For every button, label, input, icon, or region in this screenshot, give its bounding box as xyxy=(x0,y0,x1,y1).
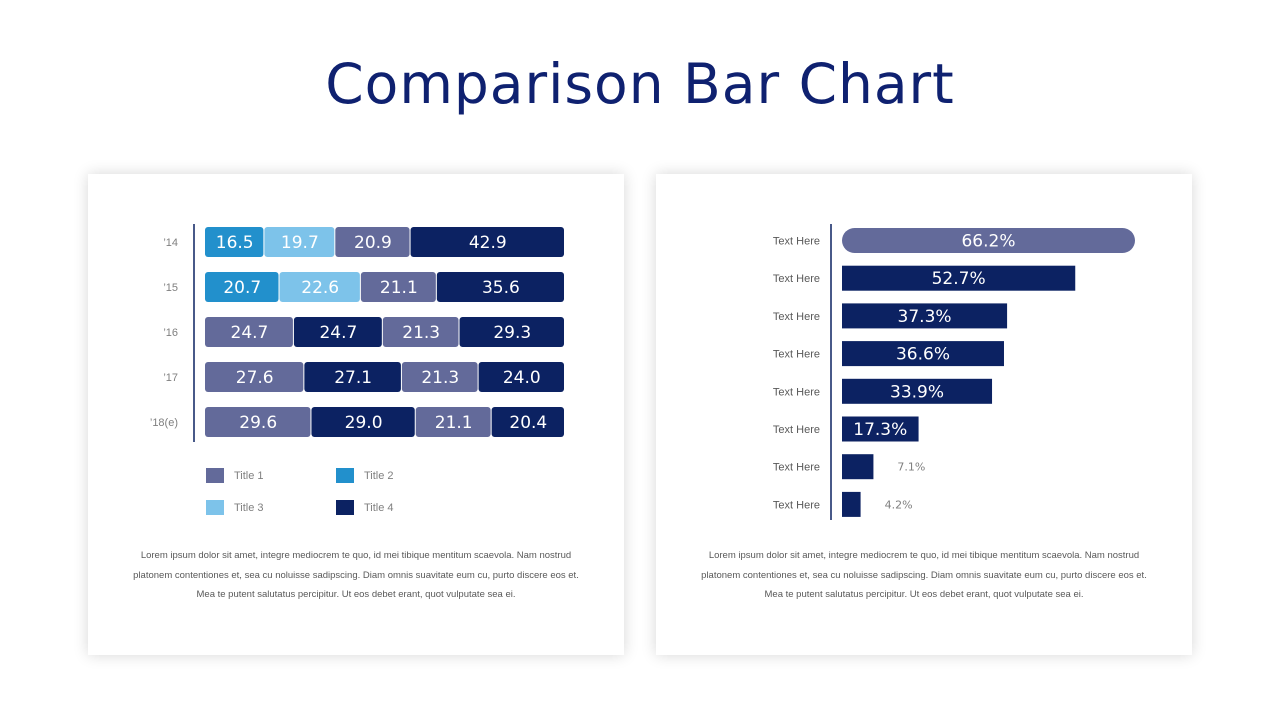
data-label: 20.4 xyxy=(509,413,547,433)
data-label: 4.2% xyxy=(885,498,913,511)
category-label: ’15 xyxy=(163,282,178,294)
bar-segment xyxy=(459,317,564,347)
legend-swatch-title-4 xyxy=(336,500,354,515)
data-label: 7.1% xyxy=(897,461,925,474)
ranking-bar-card: Text Here 66.2% Text Here 52.7% Text Here 37.… xyxy=(656,174,1192,655)
category-label: Text Here xyxy=(773,499,820,511)
data-label: 24.7 xyxy=(231,323,269,343)
data-label: 29.3 xyxy=(493,323,531,343)
bar-segment xyxy=(205,272,279,302)
bar-segment xyxy=(415,407,491,437)
legend-swatch-title-3 xyxy=(206,500,224,515)
ranking-bar-chart: Text Here 66.2% Text Here 52.7% Text Here 37.… xyxy=(773,224,1135,520)
bar-segment xyxy=(311,407,415,437)
bar-segment xyxy=(205,227,264,257)
category-label: ’18(e) xyxy=(150,417,178,429)
data-label: 17.3% xyxy=(853,420,907,440)
data-label: 20.7 xyxy=(223,278,261,298)
bar xyxy=(842,341,1004,367)
stacked-bar-card: ’14 16.5 19.7 20.9 42.9 ’15 20.7 22.6 21.1 35.6 ’1… xyxy=(88,174,624,655)
bar-segment xyxy=(382,317,459,347)
data-label: 29.6 xyxy=(239,413,277,433)
description-text-left: Lorem ipsum dolor sit amet, integre medi… xyxy=(133,550,579,600)
category-label: ’16 xyxy=(163,327,178,339)
category-label: Text Here xyxy=(773,311,820,323)
data-label: 24.7 xyxy=(319,323,357,343)
legend-label-title-2: Title 2 xyxy=(364,469,394,482)
bar xyxy=(842,265,1076,291)
legend-label-title-3: Title 3 xyxy=(234,501,264,514)
bar-segment xyxy=(335,227,410,257)
bar-segment xyxy=(478,362,564,392)
bar-segment xyxy=(205,362,304,392)
data-label: 36.6% xyxy=(896,345,950,365)
legend-swatch-title-2 xyxy=(336,468,354,483)
data-label: 27.1 xyxy=(334,368,372,388)
bar-segment xyxy=(293,317,382,347)
bar xyxy=(842,378,993,404)
data-label: 21.3 xyxy=(402,323,440,343)
bar-segment xyxy=(304,362,401,392)
category-label: Text Here xyxy=(773,349,820,361)
data-label: 29.0 xyxy=(345,413,383,433)
data-label: 21.3 xyxy=(421,368,459,388)
stacked-bar-chart: ’14 16.5 19.7 20.9 42.9 ’15 20.7 22.6 21.1 35.6 ’1… xyxy=(150,224,564,442)
data-label: 21.1 xyxy=(380,278,418,298)
description-text-right: Lorem ipsum dolor sit amet, integre medi… xyxy=(701,550,1147,600)
bar xyxy=(842,416,919,442)
category-label: Text Here xyxy=(773,462,820,474)
legend-item-title-1: Title 1 xyxy=(206,468,264,483)
data-label: 37.3% xyxy=(898,307,952,327)
category-label: Text Here xyxy=(773,236,820,248)
legend-item-title-4: Title 4 xyxy=(336,500,394,515)
bar xyxy=(842,491,861,517)
bar-segment xyxy=(279,272,360,302)
bar-segment xyxy=(410,227,564,257)
legend-label-title-1: Title 1 xyxy=(234,469,264,482)
data-label: 22.6 xyxy=(301,278,339,298)
bar xyxy=(842,454,874,480)
data-label: 66.2% xyxy=(961,232,1015,252)
bar-segment xyxy=(401,362,478,392)
bar-segment xyxy=(436,272,564,302)
bar-segment xyxy=(264,227,335,257)
category-label: ’14 xyxy=(163,237,178,249)
data-label: 27.6 xyxy=(236,368,274,388)
category-label: Text Here xyxy=(773,424,820,436)
data-label: 33.9% xyxy=(890,382,944,402)
category-label: ’17 xyxy=(163,372,178,384)
data-label: 24.0 xyxy=(503,368,541,388)
legend-item-title-3: Title 3 xyxy=(206,500,264,515)
legend: Title 1 Title 2 Title 3 Title 4 xyxy=(206,468,506,528)
data-label: 20.9 xyxy=(354,233,392,253)
bar xyxy=(842,303,1008,329)
data-label: 42.9 xyxy=(469,233,507,253)
category-label: Text Here xyxy=(773,273,820,285)
data-label: 21.1 xyxy=(435,413,473,433)
legend-item-title-2: Title 2 xyxy=(336,468,394,483)
bar-segment xyxy=(205,317,293,347)
bar-segment xyxy=(205,407,311,437)
legend-swatch-title-1 xyxy=(206,468,224,483)
data-label: 19.7 xyxy=(281,233,319,253)
bar-segment xyxy=(491,407,564,437)
legend-label-title-4: Title 4 xyxy=(364,501,394,514)
data-label: 35.6 xyxy=(482,278,520,298)
data-label: 16.5 xyxy=(216,233,254,253)
slide-title: Comparison Bar Chart xyxy=(325,52,955,116)
bar-segment xyxy=(360,272,436,302)
data-label: 52.7% xyxy=(932,269,986,289)
bar xyxy=(842,228,1135,253)
category-label: Text Here xyxy=(773,386,820,398)
